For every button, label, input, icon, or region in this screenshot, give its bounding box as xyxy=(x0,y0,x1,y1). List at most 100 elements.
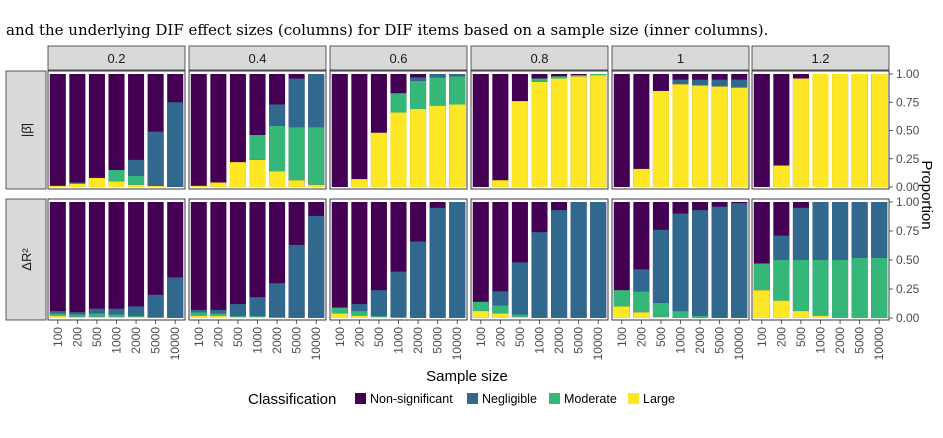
bar-nonsignificant xyxy=(108,202,125,318)
bar-nonsignificant xyxy=(190,74,207,187)
bar-nonsignificant xyxy=(492,202,509,318)
bar-large xyxy=(88,316,105,318)
x-tick-label: 200 xyxy=(634,327,648,347)
x-tick-label: 500 xyxy=(372,327,386,347)
bar-large xyxy=(269,171,286,187)
x-tick-label: 100 xyxy=(192,327,206,347)
x-tick-label: 100 xyxy=(333,327,347,347)
y-tick-label: 0.00 xyxy=(896,311,920,325)
bar-large xyxy=(652,316,669,318)
x-tick-label: 200 xyxy=(211,327,225,347)
bar-large xyxy=(511,101,528,187)
facet-strip-label: 0.2 xyxy=(107,51,125,66)
x-tick-label: 5000 xyxy=(290,327,304,354)
bar-nonsignificant xyxy=(351,202,368,318)
bar-large xyxy=(429,105,446,187)
facet-strip-1.2 xyxy=(751,45,890,71)
bar-large xyxy=(633,168,650,187)
bar-large xyxy=(49,315,66,318)
x-tick-label: 10000 xyxy=(450,327,464,361)
bar-large xyxy=(672,84,689,187)
bar-moderate xyxy=(249,135,266,160)
y-tick-label: 1.00 xyxy=(896,67,920,81)
bar-negligible xyxy=(269,283,286,317)
bar-moderate xyxy=(792,260,809,312)
bar-large xyxy=(410,109,427,187)
bar-nonsignificant xyxy=(773,74,790,187)
x-tick-label: 500 xyxy=(654,327,668,347)
x-tick-label: 100 xyxy=(615,327,629,347)
x-tick-label: 1000 xyxy=(251,327,265,354)
facet-strip-0.2 xyxy=(47,45,186,71)
bar-negligible xyxy=(672,79,689,85)
bar-large xyxy=(492,313,509,318)
legend-label: Moderate xyxy=(564,392,617,406)
bar-large xyxy=(370,132,387,187)
bar-nonsignificant xyxy=(128,74,145,187)
bar-nonsignificant xyxy=(229,74,246,187)
bar-large xyxy=(210,182,227,187)
bar-negligible xyxy=(731,203,748,318)
y-axis-title: Proportion xyxy=(918,160,935,229)
bar-negligible xyxy=(652,229,669,303)
bar-negligible xyxy=(128,306,145,316)
bar-negligible xyxy=(672,213,689,312)
legend-key-large xyxy=(628,393,639,404)
facet-strip-label: 1 xyxy=(677,51,684,66)
y-tick-label: 0.50 xyxy=(896,253,920,267)
bar-negligible xyxy=(792,207,809,260)
x-tick-label: 200 xyxy=(70,327,84,347)
bar-large xyxy=(633,312,650,318)
x-tick-label: 100 xyxy=(474,327,488,347)
facet-strip-label: 1.2 xyxy=(811,51,829,66)
x-tick-label: 2000 xyxy=(833,327,847,354)
x-tick-label: 100 xyxy=(51,327,65,347)
bar-nonsignificant xyxy=(210,202,227,318)
bar-large xyxy=(812,74,829,187)
bar-large xyxy=(351,179,368,187)
bar-moderate xyxy=(69,314,86,317)
bar-nonsignificant xyxy=(472,202,489,318)
bar-negligible xyxy=(832,202,849,260)
bar-negligible xyxy=(147,294,164,317)
bar-nonsignificant xyxy=(147,202,164,318)
bar-negligible xyxy=(351,304,368,312)
bar-negligible xyxy=(449,202,466,318)
bar-negligible xyxy=(69,312,86,315)
bar-nonsignificant xyxy=(88,202,105,318)
bar-negligible xyxy=(269,104,286,126)
bar-moderate xyxy=(210,313,227,316)
bar-large xyxy=(190,185,207,187)
bar-moderate xyxy=(633,291,650,313)
bar-moderate xyxy=(570,75,587,77)
bar-moderate xyxy=(753,263,770,291)
bar-moderate xyxy=(190,312,207,316)
bar-negligible xyxy=(370,290,387,316)
panel-frame xyxy=(470,70,609,190)
y-tick-label: 1.00 xyxy=(896,195,920,209)
x-tick-label: 500 xyxy=(90,327,104,347)
bar-nonsignificant xyxy=(69,202,86,318)
bar-large xyxy=(851,74,868,187)
bar-moderate xyxy=(531,78,548,82)
x-tick-label: 200 xyxy=(774,327,788,347)
bar-large xyxy=(308,184,325,187)
bar-negligible xyxy=(449,74,466,77)
bar-moderate xyxy=(429,77,446,106)
bar-negligible xyxy=(147,131,164,186)
row-strip-beta xyxy=(5,70,47,190)
x-tick-label: 10000 xyxy=(732,327,746,361)
legend-key-moderate xyxy=(549,393,560,404)
panel-frame xyxy=(188,70,327,190)
bar-large xyxy=(731,87,748,187)
bar-negligible xyxy=(49,311,66,314)
bar-large xyxy=(871,74,888,187)
bar-moderate xyxy=(871,257,888,318)
bar-negligible xyxy=(108,308,125,315)
bar-negligible xyxy=(570,202,587,318)
bar-large xyxy=(128,316,145,318)
bar-moderate xyxy=(472,301,489,312)
bar-negligible xyxy=(308,74,325,128)
bar-nonsignificant xyxy=(49,74,66,187)
bar-large xyxy=(229,316,246,318)
